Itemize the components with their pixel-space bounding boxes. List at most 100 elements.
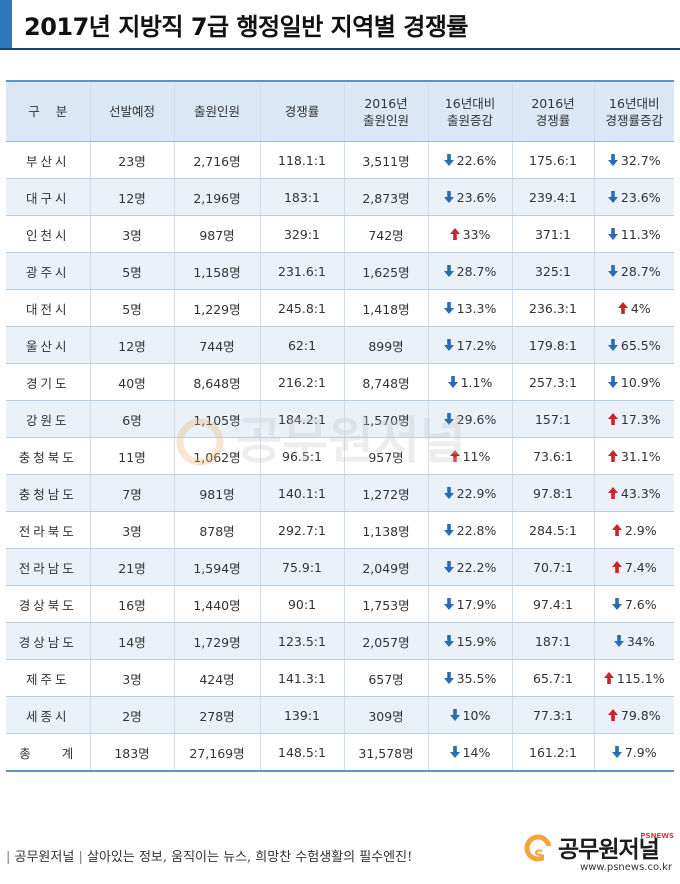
region-cell: 부산시 <box>6 141 90 179</box>
applicants-cell: 2,716명 <box>173 141 260 179</box>
rate-change-cell: 11.3% <box>593 215 674 253</box>
planned-cell: 12명 <box>89 178 174 216</box>
rate-change-cell: 43.3% <box>593 474 674 512</box>
arrow-down-icon <box>449 745 460 758</box>
column-header-line1: 16년대비 <box>609 95 660 111</box>
rate-change-cell: 7.6% <box>593 585 674 623</box>
planned-cell: 3명 <box>89 511 174 549</box>
table-row: 경상남도 14명 1,729명 123.5:1 2,057명 15.9% 187:1 34% <box>6 622 674 660</box>
arrow-down-icon <box>443 597 454 610</box>
rate-2016-cell: 161.2:1 <box>511 733 594 772</box>
applicants-2016-cell: 957명 <box>343 437 428 475</box>
applicants-change-value: 22.9% <box>456 485 497 501</box>
rate-cell: 141.3:1 <box>259 659 344 697</box>
rate-change-value: 65.5% <box>620 337 661 353</box>
rate-2016-cell: 65.7:1 <box>511 659 594 697</box>
applicants-cell: 27,169명 <box>173 733 260 772</box>
arrow-up-icon <box>617 301 628 314</box>
arrow-down-icon <box>443 671 454 684</box>
rate-2016-cell: 97.8:1 <box>511 474 594 512</box>
applicants-change-cell: 22.6% <box>427 141 512 179</box>
rate-cell: 118.1:1 <box>259 141 344 179</box>
column-header-line2: 경쟁률증감 <box>605 112 663 128</box>
rate-cell: 231.6:1 <box>259 252 344 290</box>
applicants-change-cell: 13.3% <box>427 289 512 327</box>
column-header-line1: 16년대비 <box>444 95 496 111</box>
footer-url: www.psnews.co.kr <box>580 862 672 873</box>
applicants-change-value: 17.9% <box>456 596 497 612</box>
region-cell: 세종시 <box>6 696 90 734</box>
rate-cell: 90:1 <box>259 585 344 623</box>
arrow-up-icon <box>611 523 622 536</box>
column-header-line1: 2016년 <box>531 95 575 111</box>
rate-cell: 184.2:1 <box>259 400 344 438</box>
applicants-cell: 744명 <box>173 326 260 364</box>
footer-logo-text: 공무원저널 <box>558 837 660 863</box>
applicants-change-value: 22.6% <box>456 152 497 168</box>
rate-change-cell: 79.8% <box>593 696 674 734</box>
column-header-2: 출원인원 <box>173 80 260 142</box>
footer-brand: 공무원저널 <box>14 850 75 865</box>
planned-cell: 21명 <box>89 548 174 586</box>
applicants-change-value: 15.9% <box>456 633 497 649</box>
rate-change-value: 10.9% <box>620 374 661 390</box>
arrow-down-icon <box>443 301 454 314</box>
rate-cell: 123.5:1 <box>259 622 344 660</box>
applicants-change-value: 35.5% <box>456 670 497 686</box>
planned-cell: 16명 <box>89 585 174 623</box>
applicants-2016-cell: 1,272명 <box>343 474 428 512</box>
column-header-6: 2016년 경쟁률 <box>511 80 594 142</box>
footer: | 공무원저널 | 살아있는 정보, 움직이는 뉴스, 희망찬 수험생활의 필수… <box>6 832 674 878</box>
applicants-cell: 981명 <box>173 474 260 512</box>
applicants-2016-cell: 2,049명 <box>343 548 428 586</box>
rate-2016-cell: 371:1 <box>511 215 594 253</box>
rate-change-cell: 7.4% <box>593 548 674 586</box>
arrow-down-icon <box>607 153 618 166</box>
table-row: 총 계 183명 27,169명 148.5:1 31,578명 14% 161.2:1 7.… <box>6 733 674 772</box>
arrow-up-icon <box>607 486 618 499</box>
planned-cell: 3명 <box>89 215 174 253</box>
applicants-cell: 987명 <box>173 215 260 253</box>
arrow-down-icon <box>449 708 460 721</box>
arrow-down-icon <box>611 597 622 610</box>
applicants-change-cell: 15.9% <box>427 622 512 660</box>
table-row: 세종시 2명 278명 139:1 309명 10% 77.3:1 79.8% <box>6 696 674 734</box>
region-cell: 대구시 <box>6 178 90 216</box>
rate-change-value: 17.3% <box>620 411 661 427</box>
rate-2016-cell: 179.8:1 <box>511 326 594 364</box>
planned-cell: 11명 <box>89 437 174 475</box>
region-cell: 대전시 <box>6 289 90 327</box>
rate-change-cell: 4% <box>593 289 674 327</box>
region-cell: 경상남도 <box>6 622 90 660</box>
arrow-up-icon <box>603 671 614 684</box>
applicants-cell: 1,440명 <box>173 585 260 623</box>
applicants-cell: 1,229명 <box>173 289 260 327</box>
competition-table: 구 분 선발예정 출원인원 경쟁률 2016년 출원인원 16년대비 출원증감 2016년 경쟁률… <box>6 80 674 772</box>
planned-cell: 23명 <box>89 141 174 179</box>
rate-change-value: 115.1% <box>616 670 665 686</box>
table-row: 강원도 6명 1,105명 184.2:1 1,570명 29.6% 157:1 17.3% <box>6 400 674 438</box>
arrow-down-icon <box>443 338 454 351</box>
planned-cell: 6명 <box>89 400 174 438</box>
title-bar: 2017년 지방직 7급 행정일반 지역별 경쟁률 <box>0 0 680 50</box>
planned-cell: 5명 <box>89 252 174 290</box>
planned-cell: 40명 <box>89 363 174 401</box>
table-row: 인천시 3명 987명 329:1 742명 33% 371:1 11.3% <box>6 215 674 253</box>
rate-change-cell: 17.3% <box>593 400 674 438</box>
arrow-down-icon <box>443 634 454 647</box>
arrow-down-icon <box>613 634 624 647</box>
arrow-down-icon <box>611 745 622 758</box>
applicants-change-cell: 22.8% <box>427 511 512 549</box>
column-header-5: 16년대비 출원증감 <box>427 80 512 142</box>
arrow-down-icon <box>607 227 618 240</box>
arrow-down-icon <box>607 190 618 203</box>
table-row: 충청북도 11명 1,062명 96.5:1 957명 11% 73.6:1 31.1% <box>6 437 674 475</box>
column-header-line2: 출원인원 <box>362 112 409 128</box>
rate-change-value: 28.7% <box>620 263 661 279</box>
page-title: 2017년 지방직 7급 행정일반 지역별 경쟁률 <box>24 13 468 41</box>
arrow-up-icon <box>607 412 618 425</box>
region-cell: 총 계 <box>6 733 90 772</box>
rate-2016-cell: 284.5:1 <box>511 511 594 549</box>
applicants-cell: 1,729명 <box>173 622 260 660</box>
rate-change-value: 32.7% <box>620 152 661 168</box>
